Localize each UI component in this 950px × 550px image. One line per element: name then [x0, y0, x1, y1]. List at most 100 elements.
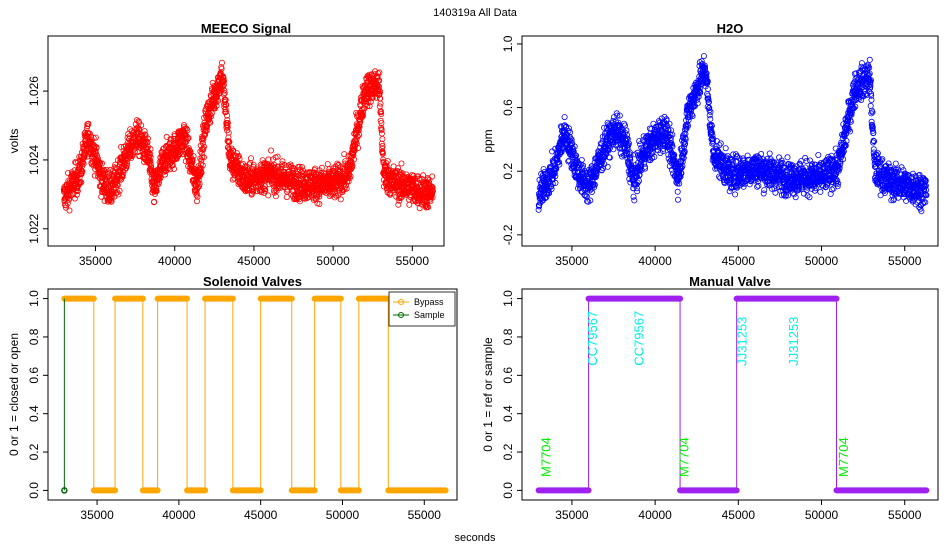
data-point [194, 184, 201, 191]
data-point [835, 180, 842, 187]
data-point [675, 174, 682, 181]
data-point [195, 183, 202, 190]
data-point [258, 180, 265, 187]
data-point [761, 187, 768, 194]
data-point [85, 120, 92, 127]
data-point [161, 171, 168, 178]
data-point [770, 170, 777, 177]
data-point [674, 188, 681, 195]
data-point [739, 180, 746, 187]
y-tick-label: 1.026 [27, 76, 41, 106]
data-point [184, 127, 191, 134]
data-point [755, 182, 762, 189]
data-point [587, 197, 594, 204]
data-point [681, 148, 688, 155]
data-point [675, 196, 682, 203]
data-point [610, 146, 617, 153]
data-point [865, 63, 872, 70]
data-point [867, 77, 874, 84]
data-point [535, 206, 542, 213]
data-point [151, 198, 158, 205]
data-point [86, 130, 93, 137]
data-point [847, 118, 854, 125]
data-point [395, 201, 402, 208]
data-point [169, 162, 176, 169]
data-point [394, 165, 401, 172]
data-point [196, 180, 203, 187]
common-xlabel: seconds [455, 532, 496, 544]
data-point [630, 193, 637, 200]
data-point [552, 173, 559, 180]
data-point [837, 160, 844, 167]
data-point [631, 197, 638, 204]
data-point [772, 182, 779, 189]
data-point [836, 164, 843, 171]
data-point [693, 96, 700, 103]
data-point [673, 179, 680, 186]
data-point [878, 157, 885, 164]
panel-title: H2O [717, 21, 744, 36]
data-point [347, 173, 354, 180]
data-point [614, 129, 621, 136]
data-point [337, 196, 344, 203]
data-point [766, 150, 773, 157]
data-point [99, 160, 106, 167]
data-point [705, 96, 712, 103]
data-point [732, 191, 739, 198]
data-point [220, 81, 227, 88]
data-point [108, 198, 115, 205]
data-point [357, 118, 364, 125]
data-point [744, 152, 751, 159]
data-point [567, 137, 574, 144]
data-point [817, 188, 824, 195]
data-point [123, 162, 130, 169]
data-point [168, 136, 175, 143]
page-title: 140319a All Data [433, 7, 518, 19]
data-point [365, 99, 372, 106]
data-point [682, 140, 689, 147]
data-point [197, 168, 204, 175]
data-point [406, 201, 413, 208]
data-point [350, 156, 357, 163]
data-point [66, 207, 73, 214]
data-point [326, 166, 333, 173]
data-point [625, 140, 632, 147]
data-point [200, 143, 207, 150]
data-point [722, 145, 729, 152]
data-point [820, 183, 827, 190]
data-point [775, 184, 782, 191]
data-point [802, 154, 809, 161]
data-point [558, 149, 565, 156]
data-point [124, 159, 131, 166]
data-point [213, 102, 220, 109]
data-point [716, 173, 723, 180]
data-point [316, 200, 323, 207]
data-point [298, 163, 305, 170]
data-point [366, 103, 373, 110]
data-point [425, 204, 432, 211]
data-point [403, 177, 410, 184]
data-point [835, 166, 842, 173]
data-point [199, 140, 206, 147]
data-point [634, 188, 641, 195]
data-point [616, 112, 623, 119]
data-point [869, 109, 876, 116]
data-point [840, 156, 847, 163]
data-point [634, 179, 641, 186]
data-point [620, 132, 627, 139]
data-point [377, 88, 384, 95]
data-point [267, 147, 274, 154]
data-point [591, 181, 598, 188]
data-point [847, 128, 854, 135]
data-point [701, 62, 708, 69]
data-point [296, 198, 303, 205]
data-point [707, 108, 714, 115]
data-point [222, 108, 229, 115]
data-point [148, 163, 155, 170]
data-point [845, 126, 852, 133]
data-point [354, 133, 361, 140]
data-point [78, 167, 85, 174]
data-point [103, 166, 110, 173]
